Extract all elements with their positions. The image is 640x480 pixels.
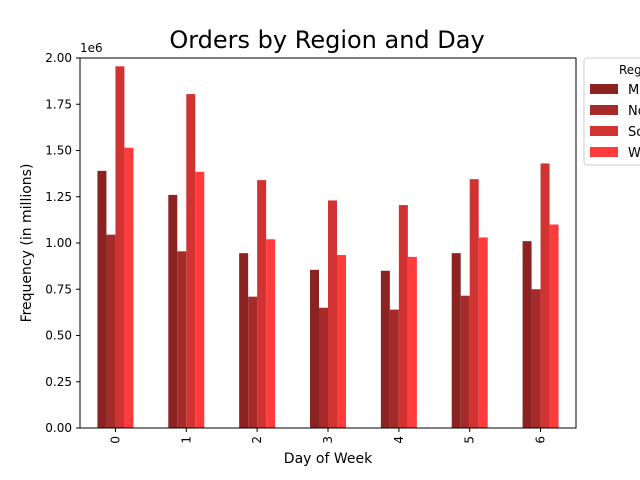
legend-label-M: M (628, 83, 639, 98)
legend: Reg M No So W (583, 57, 640, 166)
x-axis: 0 1 2 3 4 5 6 (108, 428, 548, 444)
legend-swatch-No (590, 105, 618, 115)
bar-So-0 (115, 66, 125, 428)
bar-So-5 (469, 179, 479, 428)
x-tick-label: 4 (392, 436, 406, 444)
bar-W-2 (266, 239, 276, 428)
bar-W-3 (337, 255, 346, 428)
bar-No-0 (106, 234, 116, 428)
bar-So-6 (540, 163, 550, 428)
bar-So-3 (328, 200, 337, 428)
legend-swatch-W (590, 147, 618, 157)
bar-W-5 (478, 237, 488, 428)
y-tick-label: 0.75 (45, 282, 72, 296)
bar-W-4 (407, 256, 417, 428)
y-tick-label: 1.50 (45, 144, 72, 158)
bar-No-4 (389, 309, 399, 428)
bar-M-3 (310, 269, 319, 428)
y-tick-label: 0.25 (45, 375, 72, 389)
x-tick-label: 6 (534, 436, 548, 444)
bar-No-3 (319, 307, 328, 428)
y-tick-label: 1.75 (45, 97, 72, 111)
bar-No-5 (460, 295, 470, 428)
bar-M-6 (522, 241, 532, 428)
legend-label-So: So (628, 125, 640, 140)
legend-swatch-M (590, 84, 618, 94)
bar-So-1 (186, 94, 196, 428)
y-tick-label: 0.50 (45, 329, 72, 343)
legend-swatch-So (590, 126, 618, 136)
y-axis-offset-text: 1e6 (80, 41, 103, 55)
bar-M-5 (451, 253, 461, 428)
bar-M-1 (168, 194, 178, 428)
bar-No-6 (531, 289, 541, 428)
x-tick-label: 0 (108, 436, 122, 444)
y-tick-label: 2.00 (45, 51, 72, 65)
bars-layer (97, 66, 559, 428)
y-axis-label: Frequency (in millions) (19, 164, 35, 323)
bar-So-2 (257, 180, 267, 428)
bar-W-6 (549, 224, 559, 428)
legend-title: Reg (619, 63, 640, 77)
bar-M-2 (239, 253, 249, 428)
bar-So-4 (398, 205, 408, 428)
bar-No-2 (248, 296, 258, 428)
x-tick-label: 2 (250, 436, 264, 444)
bar-M-0 (97, 170, 107, 428)
bar-W-1 (195, 171, 205, 428)
legend-items: M No So W (590, 83, 640, 161)
legend-label-No: No (628, 104, 640, 119)
y-tick-label: 1.00 (45, 236, 72, 250)
bar-M-4 (380, 270, 390, 428)
x-axis-label: Day of Week (284, 451, 373, 467)
bar-No-1 (177, 251, 187, 428)
x-tick-label: 3 (321, 436, 335, 444)
bar-W-0 (124, 147, 134, 428)
y-tick-label: 0.00 (45, 421, 72, 435)
x-tick-label: 5 (463, 436, 477, 444)
chart-title: Orders by Region and Day (169, 26, 484, 54)
y-tick-label: 1.25 (45, 190, 72, 204)
legend-label-W: W (628, 146, 640, 161)
y-axis: 0.00 0.25 0.50 0.75 1.00 1.25 1.50 1.75 2.00 (45, 51, 80, 435)
x-tick-label: 1 (179, 436, 193, 444)
